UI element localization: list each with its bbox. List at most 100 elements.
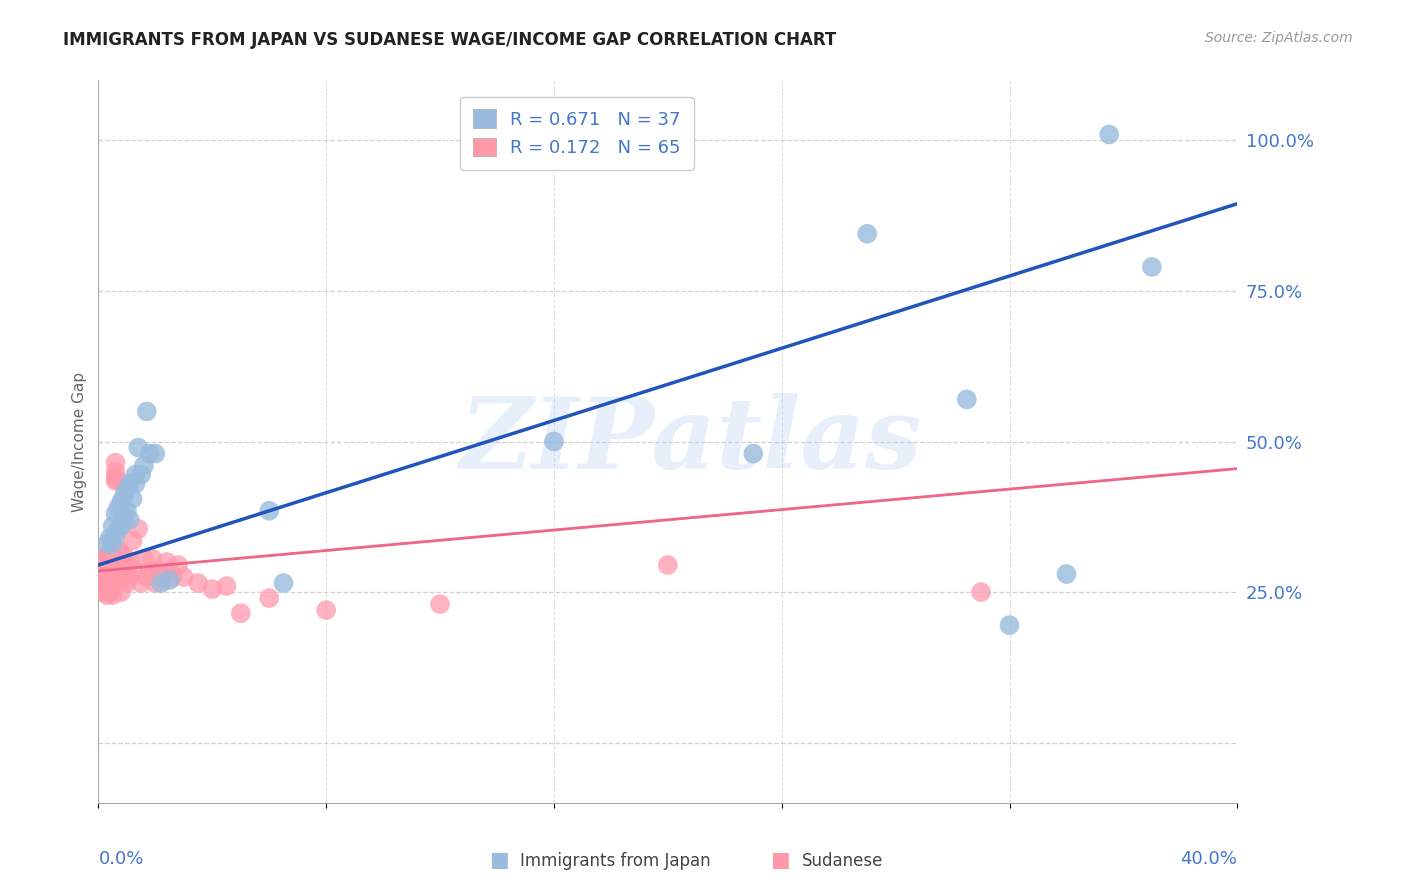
Point xyxy=(90,561,112,575)
Text: Source: ZipAtlas.com: Source: ZipAtlas.com xyxy=(1205,31,1353,45)
Point xyxy=(93,561,115,575)
Point xyxy=(998,618,1021,632)
Point xyxy=(98,573,121,587)
Point xyxy=(156,555,179,569)
Point xyxy=(118,555,141,569)
Text: IMMIGRANTS FROM JAPAN VS SUDANESE WAGE/INCOME GAP CORRELATION CHART: IMMIGRANTS FROM JAPAN VS SUDANESE WAGE/I… xyxy=(63,31,837,49)
Point xyxy=(135,404,157,418)
Point xyxy=(110,519,132,533)
Point xyxy=(159,564,181,578)
Point xyxy=(110,561,132,575)
Point xyxy=(145,576,167,591)
Point xyxy=(145,447,167,461)
Point xyxy=(132,552,155,566)
Point xyxy=(135,570,157,584)
Point xyxy=(96,549,118,563)
Point xyxy=(148,564,170,578)
Point xyxy=(970,585,993,599)
Point xyxy=(259,591,281,606)
Point xyxy=(127,522,149,536)
Point xyxy=(115,504,138,518)
Point xyxy=(107,500,129,515)
Text: 40.0%: 40.0% xyxy=(1181,850,1237,868)
Text: Immigrants from Japan: Immigrants from Japan xyxy=(520,852,711,870)
Point xyxy=(96,567,118,582)
Point xyxy=(118,570,141,584)
Point xyxy=(273,576,295,591)
Point xyxy=(956,392,979,407)
Text: 0.0%: 0.0% xyxy=(98,850,143,868)
Point xyxy=(90,570,112,584)
Point xyxy=(429,597,451,611)
Point xyxy=(162,570,184,584)
Point xyxy=(112,489,135,503)
Point xyxy=(856,227,879,241)
Point xyxy=(127,441,149,455)
Point xyxy=(201,582,224,596)
Point xyxy=(187,576,209,591)
Point xyxy=(90,579,112,593)
Point xyxy=(129,576,152,591)
Point xyxy=(150,570,173,584)
Y-axis label: Wage/Income Gap: Wage/Income Gap xyxy=(72,371,87,512)
Point xyxy=(104,528,127,542)
Point xyxy=(1056,567,1078,582)
Text: ■: ■ xyxy=(489,850,509,870)
Point xyxy=(107,522,129,536)
Point xyxy=(110,585,132,599)
Point xyxy=(124,564,146,578)
Point xyxy=(121,491,143,506)
Point xyxy=(93,549,115,563)
Point xyxy=(115,576,138,591)
Point xyxy=(93,585,115,599)
Point xyxy=(657,558,679,572)
Point xyxy=(101,549,124,563)
Point xyxy=(104,507,127,521)
Point xyxy=(98,552,121,566)
Point xyxy=(110,494,132,508)
Point xyxy=(129,467,152,482)
Point xyxy=(104,456,127,470)
Point xyxy=(315,603,337,617)
Point xyxy=(138,447,160,461)
Point xyxy=(118,513,141,527)
Point xyxy=(98,585,121,599)
Legend: R = 0.671   N = 37, R = 0.172   N = 65: R = 0.671 N = 37, R = 0.172 N = 65 xyxy=(460,96,693,169)
Point xyxy=(1140,260,1163,274)
Point xyxy=(101,519,124,533)
Point xyxy=(96,576,118,591)
Point xyxy=(112,567,135,582)
Point xyxy=(104,465,127,479)
Point xyxy=(101,588,124,602)
Point xyxy=(96,588,118,602)
Point xyxy=(112,549,135,563)
Point xyxy=(115,558,138,572)
Point xyxy=(159,573,181,587)
Point xyxy=(104,471,127,485)
Point xyxy=(107,474,129,488)
Point xyxy=(96,537,118,551)
Point xyxy=(98,531,121,545)
Point xyxy=(107,542,129,557)
Point xyxy=(118,476,141,491)
Point xyxy=(104,474,127,488)
Point xyxy=(543,434,565,449)
Point xyxy=(98,561,121,575)
Point xyxy=(132,458,155,473)
Point xyxy=(150,576,173,591)
Point xyxy=(115,483,138,497)
Text: ■: ■ xyxy=(770,850,790,870)
Point xyxy=(101,567,124,582)
Point xyxy=(93,564,115,578)
Point xyxy=(90,552,112,566)
Point xyxy=(124,467,146,482)
Point xyxy=(173,570,195,584)
Point xyxy=(138,564,160,578)
Point xyxy=(107,555,129,569)
Point xyxy=(110,546,132,560)
Point xyxy=(229,606,252,620)
Point xyxy=(215,579,238,593)
Point xyxy=(112,509,135,524)
Point xyxy=(107,570,129,584)
Point xyxy=(121,533,143,548)
